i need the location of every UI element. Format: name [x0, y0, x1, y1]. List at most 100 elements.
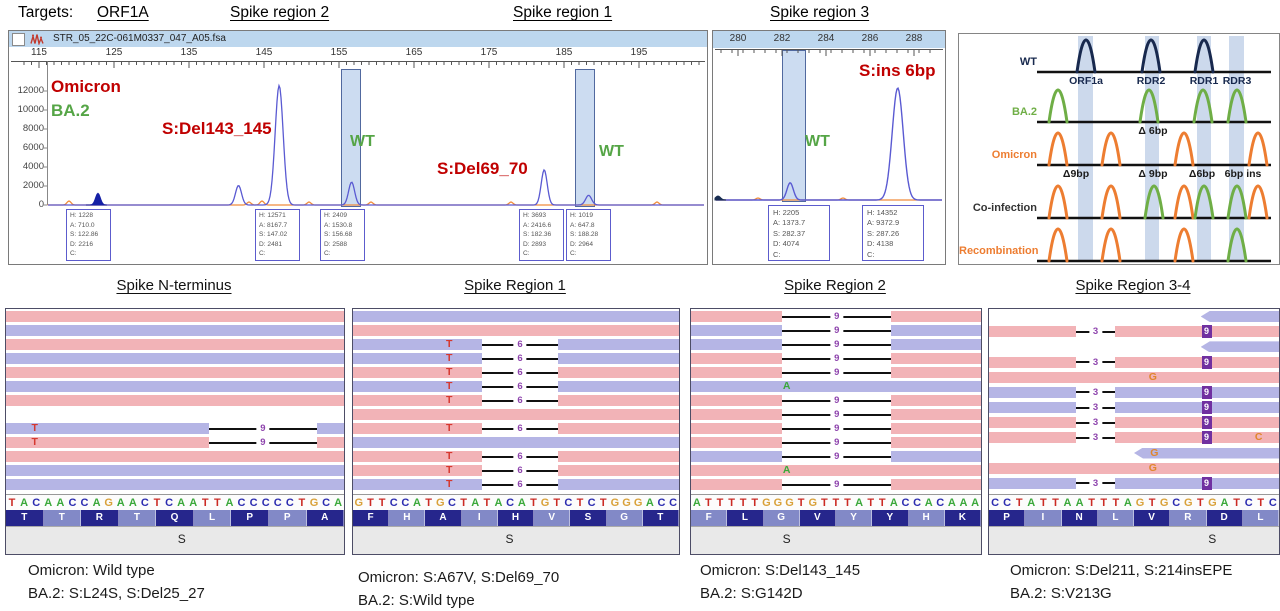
read-segment: [1115, 477, 1279, 489]
read-row: G: [989, 370, 1279, 383]
read-segment: [6, 325, 344, 336]
reference-base: T: [820, 497, 828, 509]
caption-line: BA.2: S:G142D: [700, 585, 803, 602]
mismatch-base: T: [445, 478, 453, 490]
schematic-row-label: Co-infection: [972, 202, 1037, 214]
peak-info-line: H: 1019: [570, 212, 594, 219]
y-tick-label: 12000: [17, 85, 44, 96]
deletion-size-label: 3: [1088, 477, 1103, 489]
schematic-row-label: WT: [1019, 56, 1037, 68]
highlight-band: [1145, 36, 1159, 262]
reference-base: C: [261, 497, 270, 509]
mismatch-base: C: [1254, 431, 1263, 444]
x-tick-label: 175: [480, 47, 498, 58]
read-row: [6, 367, 344, 378]
reference-base: A: [413, 497, 421, 509]
amino-acid-cell: T: [642, 510, 679, 526]
read-segment: [353, 395, 482, 406]
peak-info-line: H: 2409: [324, 212, 348, 219]
amino-acid-cell: S: [570, 510, 607, 526]
target-spike-region-1: Spike region 1: [513, 4, 613, 21]
read-row: 9: [691, 451, 981, 462]
read-segment: [691, 325, 783, 336]
read-segment: [691, 437, 783, 448]
read-row: [6, 465, 344, 476]
read-segment: [1115, 402, 1279, 413]
reference-base: C: [68, 497, 77, 509]
wt-allele-bin: [574, 69, 596, 207]
reference-base: A: [116, 497, 125, 509]
amino-acid-cell: H: [908, 510, 945, 526]
reference-base: C: [1003, 497, 1012, 509]
read-alignment-track: 9 9 9 9 9 A 9 9 9 9 9 A 9: [691, 309, 981, 493]
caption-spike-region-2: Omicron: S:Del143_145 BA.2: S:G142D: [700, 559, 860, 605]
deletion-size-label: 6: [513, 367, 527, 378]
amino-acid-cell: V: [534, 510, 571, 526]
reference-base: A: [471, 497, 480, 509]
reference-base: C: [564, 497, 573, 509]
read-segment: [6, 451, 344, 462]
read-segment: [353, 325, 679, 336]
read-segment: [353, 381, 482, 392]
deletion-size-label: 6: [513, 381, 527, 392]
reference-base: A: [1220, 497, 1229, 509]
mismatch-base: T: [445, 338, 453, 350]
reference-base: A: [855, 497, 864, 509]
y-tick-label: 8000: [22, 123, 44, 134]
amino-acid-cell: G: [606, 510, 643, 526]
mismatch-base: T: [31, 436, 38, 448]
reference-base: A: [1075, 497, 1084, 509]
deletion-size-label: 3: [1088, 432, 1103, 444]
gene-track: S: [353, 526, 679, 554]
read-segment: [891, 353, 981, 364]
reference-base: T: [599, 497, 607, 509]
reference-base: A: [20, 497, 29, 509]
schematic-row-label: Recombination: [959, 245, 1039, 257]
reference-base: G: [622, 497, 631, 509]
peak-info-line: S: 188.28: [570, 231, 599, 239]
read-row: 9: [691, 339, 981, 350]
read-segment: [691, 339, 783, 350]
read-segment: [1200, 341, 1279, 353]
read-segment: [6, 381, 344, 392]
gene-track: S: [6, 526, 344, 554]
gene-label: S: [782, 532, 791, 546]
deletion-size-label: 9: [830, 423, 844, 434]
read-row: 9: [691, 353, 981, 364]
deletion-size-label: 9: [830, 353, 844, 364]
mismatch-base: T: [445, 380, 453, 392]
reference-base: C: [237, 497, 246, 509]
reference-base: G: [808, 497, 818, 509]
deletion-size-label: 6: [513, 451, 527, 462]
read-segment: [316, 437, 344, 448]
read-row: [6, 353, 344, 364]
reference-base: A: [947, 497, 956, 509]
peak-info-box: H: 14352 A: 9372.9 S: 287.26 D: 4138 C:: [862, 205, 924, 261]
reference-base: T: [1100, 497, 1108, 509]
x-tick-label: 195: [630, 47, 648, 58]
caption-line: BA.2: S:V213G: [1010, 585, 1112, 602]
reference-base: T: [739, 497, 747, 509]
read-row: [6, 339, 344, 350]
amino-acid-cell: G: [763, 510, 800, 526]
reference-base: A: [494, 497, 503, 509]
deletion-size-label: 9: [830, 451, 844, 462]
deletion-size-label: 9: [256, 423, 270, 434]
reference-base: T: [751, 497, 759, 509]
electropherogram-panel-main: STR_05_22C-061M0337_047_A05.fsa 115 125 13…: [8, 30, 708, 265]
reference-base: G: [1184, 497, 1193, 509]
reference-base: T: [1148, 497, 1156, 509]
amino-acid-cell: L: [193, 510, 232, 526]
mismatch-base: G: [1148, 370, 1157, 383]
sample-checkbox[interactable]: [12, 33, 25, 46]
alignment-title-spike-n-terminus: Spike N-terminus: [116, 277, 232, 294]
x-axis-ruler: 115 125 135 145 155 165 175 185 195: [9, 47, 707, 60]
read-segment: [6, 353, 344, 364]
reference-base: C: [32, 497, 41, 509]
